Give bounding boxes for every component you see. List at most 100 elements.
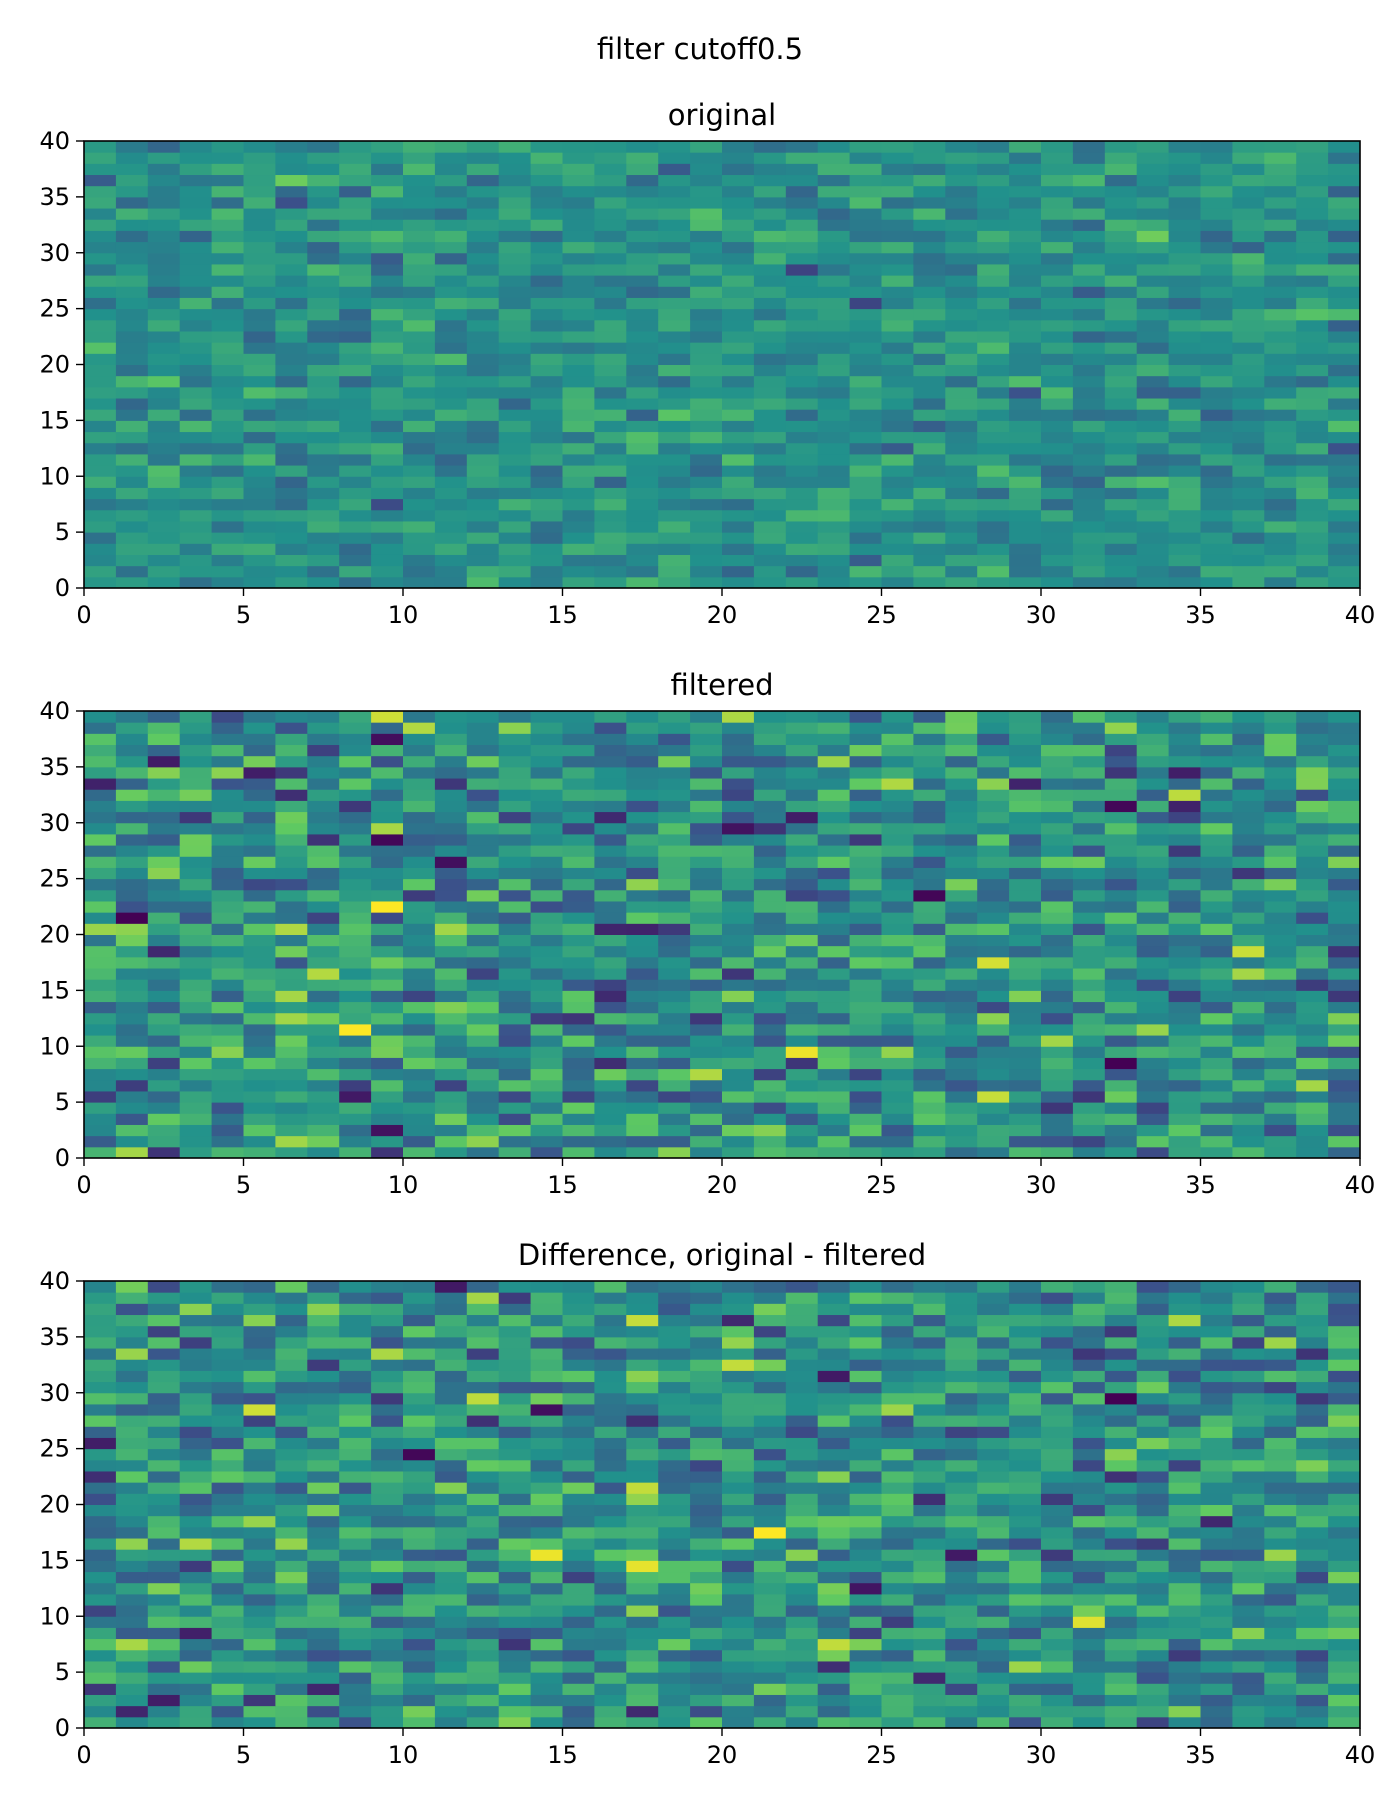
heatmap-cell [945, 442, 978, 455]
heatmap-cell [1009, 230, 1042, 243]
heatmap-cell [434, 1649, 468, 1662]
heatmap-cell [849, 1582, 882, 1595]
heatmap-cell [626, 1381, 659, 1394]
heatmap-cell [722, 342, 755, 354]
heatmap-cell [498, 1292, 532, 1304]
heatmap-cell [817, 755, 851, 768]
heatmap-cell [498, 196, 532, 209]
heatmap-cell [1200, 565, 1233, 578]
heatmap-cell [498, 1694, 532, 1707]
heatmap-cell [562, 241, 595, 254]
heatmap-cell [530, 1683, 563, 1695]
heatmap-cell [147, 1660, 181, 1673]
heatmap-cell [147, 1336, 181, 1349]
heatmap-cell [211, 375, 244, 388]
heatmap-cell [339, 1057, 372, 1070]
heatmap-cell [84, 1325, 117, 1338]
heatmap-cell [84, 1135, 117, 1148]
heatmap-cell [243, 755, 276, 768]
heatmap-cell [307, 286, 340, 298]
heatmap-cell [1041, 431, 1074, 444]
heatmap-cell [1200, 1146, 1233, 1159]
heatmap-cell [1200, 230, 1233, 243]
heatmap-cell [115, 476, 149, 488]
heatmap-cell [434, 833, 468, 846]
heatmap-cell [913, 1627, 946, 1640]
heatmap-cell [562, 1526, 595, 1539]
heatmap-cell [403, 141, 436, 153]
heatmap-cell [594, 833, 627, 846]
heatmap-cell [84, 520, 117, 533]
heatmap-cell [1009, 833, 1042, 846]
heatmap-cell [722, 353, 755, 365]
heatmap-cell [977, 230, 1010, 243]
heatmap-cell [307, 364, 340, 377]
heatmap-cell [147, 833, 181, 846]
heatmap-cell [371, 1359, 404, 1371]
heatmap-cell [849, 1281, 882, 1293]
heatmap-cell [466, 532, 500, 544]
heatmap-cell [211, 1068, 244, 1081]
heatmap-cell [1136, 1549, 1170, 1561]
heatmap-cell [84, 889, 117, 902]
heatmap-cell [1009, 845, 1042, 857]
heatmap-cell [339, 990, 372, 1003]
heatmap-cell [339, 1660, 372, 1673]
heatmap-cell [722, 465, 755, 477]
heatmap-cell [1136, 833, 1170, 846]
heatmap-cell [147, 196, 181, 209]
heatmap-cell [371, 576, 404, 589]
heatmap-cell [115, 1493, 149, 1505]
heatmap-cell [945, 1482, 978, 1494]
heatmap-cell [1200, 923, 1233, 935]
heatmap-cell [945, 778, 978, 790]
heatmap-cell [1136, 1526, 1170, 1539]
heatmap-cell [371, 1035, 404, 1047]
heatmap-cell [881, 1582, 914, 1595]
heatmap-cell [1168, 1012, 1201, 1025]
heatmap-cell [339, 1538, 372, 1550]
heatmap-cell [977, 576, 1010, 589]
heatmap-cell [945, 554, 978, 567]
heatmap-cell [1200, 286, 1233, 298]
heatmap-cell [1232, 230, 1265, 243]
heatmap-cell [1328, 208, 1361, 220]
heatmap-cell [243, 1638, 276, 1651]
heatmap-cell [498, 185, 532, 198]
heatmap-cell [626, 867, 659, 880]
heatmap-cell [275, 1281, 308, 1293]
heatmap-cell [84, 1504, 117, 1517]
heatmap-cell [1296, 1538, 1329, 1550]
heatmap-cell [1200, 1023, 1233, 1036]
heatmap-cell [115, 1392, 149, 1405]
heatmap-cell [434, 1571, 468, 1584]
heatmap-cell [562, 163, 595, 176]
heatmap-cell [1072, 241, 1106, 254]
heatmap-cell [498, 711, 532, 723]
heatmap-cell [371, 711, 404, 723]
heatmap-cell [371, 733, 404, 746]
heatmap-cell [498, 833, 532, 846]
heatmap-cell [913, 923, 946, 935]
heatmap-cell [115, 1314, 149, 1327]
heatmap-cell [785, 811, 819, 824]
heatmap-cell [690, 409, 723, 421]
heatmap-cell [371, 152, 404, 164]
heatmap-cell [785, 789, 819, 801]
heatmap-cell [849, 1649, 882, 1662]
heatmap-cell [945, 297, 978, 310]
heatmap-cell [722, 811, 755, 824]
heatmap-cell [1168, 498, 1201, 511]
heatmap-cell [275, 1482, 308, 1494]
heatmap-cell [1072, 778, 1106, 790]
heatmap-cell [530, 185, 563, 198]
heatmap-cell [1168, 1381, 1201, 1394]
heatmap-cell [1104, 152, 1138, 164]
heatmap-cell [753, 722, 787, 734]
heatmap-cell [371, 185, 404, 198]
heatmap-cell [466, 286, 500, 298]
heatmap-cell [913, 1292, 946, 1304]
heatmap-cell [530, 342, 563, 354]
heatmap-cell [785, 1660, 819, 1673]
heatmap-cell [817, 789, 851, 801]
